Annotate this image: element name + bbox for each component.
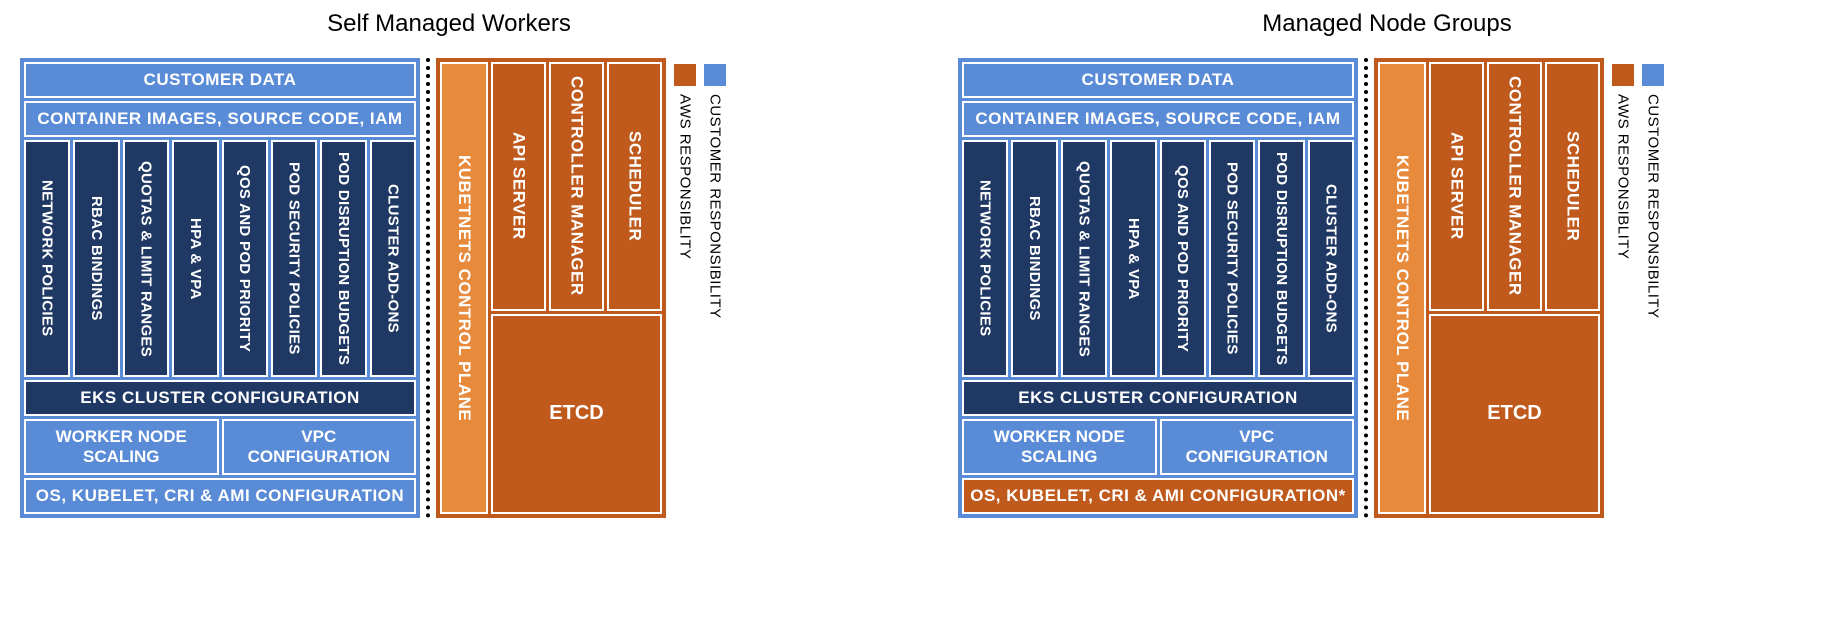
panel-title: Managed Node Groups xyxy=(958,10,1816,38)
panel-0: Self Managed Workers CUSTOMER DATACONTAIN… xyxy=(20,10,878,518)
cluster-add-ons: CLUSTER ADD-ONS xyxy=(370,140,416,377)
etcd: ETCD xyxy=(491,314,662,514)
policies-row: NETWORK POLICIESRBAC BINDINGSQUOTAS & LI… xyxy=(962,140,1354,377)
network-policies: NETWORK POLICIES xyxy=(24,140,70,377)
aws-stack: KUBETNETS CONTROL PLANEAPI SERVERCONTROL… xyxy=(1374,58,1604,518)
worker-node-scaling: WORKER NODE SCALING xyxy=(962,419,1157,475)
panel-title: Self Managed Workers xyxy=(20,10,878,38)
legend-aws: AWS RESPONSIBLITY xyxy=(672,62,698,319)
eks-cluster-configuration: EKS CLUSTER CONFIGURATION xyxy=(962,380,1354,416)
controller-manager: CONTROLLER MANAGER xyxy=(1487,62,1542,311)
customer-data: CUSTOMER DATA xyxy=(24,62,416,98)
vertical-divider xyxy=(426,58,430,518)
kubetnets-control-plane: KUBETNETS CONTROL PLANE xyxy=(440,62,488,514)
pod-disruption-budgets: POD DISRUPTION BUDGETS xyxy=(1258,140,1304,377)
api-server: API SERVER xyxy=(491,62,546,311)
vertical-divider xyxy=(1364,58,1368,518)
scheduler: SCHEDULER xyxy=(607,62,662,311)
api-server: API SERVER xyxy=(1429,62,1484,311)
controller-manager: CONTROLLER MANAGER xyxy=(549,62,604,311)
container-images-source-code-iam: CONTAINER IMAGES, SOURCE CODE, IAM xyxy=(962,101,1354,137)
vpc-configuration: VPC CONFIGURATION xyxy=(222,419,417,475)
qos-and-pod-priority: QOS AND POD PRIORITY xyxy=(1160,140,1206,377)
rbac-bindings: RBAC BINDINGS xyxy=(73,140,119,377)
etcd: ETCD xyxy=(1429,314,1600,514)
legend-customer: CUSTOMER RESPONSIBILITY xyxy=(1640,62,1666,319)
scheduler: SCHEDULER xyxy=(1545,62,1600,311)
pod-disruption-budgets: POD DISRUPTION BUDGETS xyxy=(320,140,366,377)
legend-aws-label: AWS RESPONSIBLITY xyxy=(677,94,694,259)
legend-aws-label: AWS RESPONSIBLITY xyxy=(1615,94,1632,259)
customer-stack: CUSTOMER DATACONTAINER IMAGES, SOURCE CO… xyxy=(20,58,420,518)
os-kubelet-cri-ami-configuration: OS, KUBELET, CRI & AMI CONFIGURATION xyxy=(24,478,416,514)
qos-and-pod-priority: QOS AND POD PRIORITY xyxy=(222,140,268,377)
legend-aws: AWS RESPONSIBLITY xyxy=(1610,62,1636,319)
customer-stack: CUSTOMER DATACONTAINER IMAGES, SOURCE CO… xyxy=(958,58,1358,518)
eks-cluster-configuration: EKS CLUSTER CONFIGURATION xyxy=(24,380,416,416)
legend-customer: CUSTOMER RESPONSIBILITY xyxy=(702,62,728,319)
legend-customer-label: CUSTOMER RESPONSIBILITY xyxy=(1645,94,1662,319)
network-policies: NETWORK POLICIES xyxy=(962,140,1008,377)
pod-security-policies: POD SECURITY POLICIES xyxy=(1209,140,1255,377)
legend-customer-swatch xyxy=(1640,62,1666,88)
kubetnets-control-plane: KUBETNETS CONTROL PLANE xyxy=(1378,62,1426,514)
vpc-configuration: VPC CONFIGURATION xyxy=(1160,419,1355,475)
pod-security-policies: POD SECURITY POLICIES xyxy=(271,140,317,377)
legend: AWS RESPONSIBLITY CUSTOMER RESPONSIBILITY xyxy=(1610,58,1666,319)
os-kubelet-cri-ami-configuration-: OS, KUBELET, CRI & AMI CONFIGURATION* xyxy=(962,478,1354,514)
container-images-source-code-iam: CONTAINER IMAGES, SOURCE CODE, IAM xyxy=(24,101,416,137)
hpa-vpa: HPA & VPA xyxy=(172,140,218,377)
hpa-vpa: HPA & VPA xyxy=(1110,140,1156,377)
legend-aws-swatch xyxy=(672,62,698,88)
panel-1: Managed Node Groups CUSTOMER DATACONTAINE… xyxy=(958,10,1816,518)
legend-aws-swatch xyxy=(1610,62,1636,88)
quotas-limit-ranges: QUOTAS & LIMIT RANGES xyxy=(1061,140,1107,377)
legend-customer-swatch xyxy=(702,62,728,88)
aws-stack: KUBETNETS CONTROL PLANEAPI SERVERCONTROL… xyxy=(436,58,666,518)
rbac-bindings: RBAC BINDINGS xyxy=(1011,140,1057,377)
policies-row: NETWORK POLICIESRBAC BINDINGSQUOTAS & LI… xyxy=(24,140,416,377)
legend-customer-label: CUSTOMER RESPONSIBILITY xyxy=(707,94,724,319)
worker-node-scaling: WORKER NODE SCALING xyxy=(24,419,219,475)
customer-data: CUSTOMER DATA xyxy=(962,62,1354,98)
quotas-limit-ranges: QUOTAS & LIMIT RANGES xyxy=(123,140,169,377)
legend: AWS RESPONSIBLITY CUSTOMER RESPONSIBILITY xyxy=(672,58,728,319)
cluster-add-ons: CLUSTER ADD-ONS xyxy=(1308,140,1354,377)
